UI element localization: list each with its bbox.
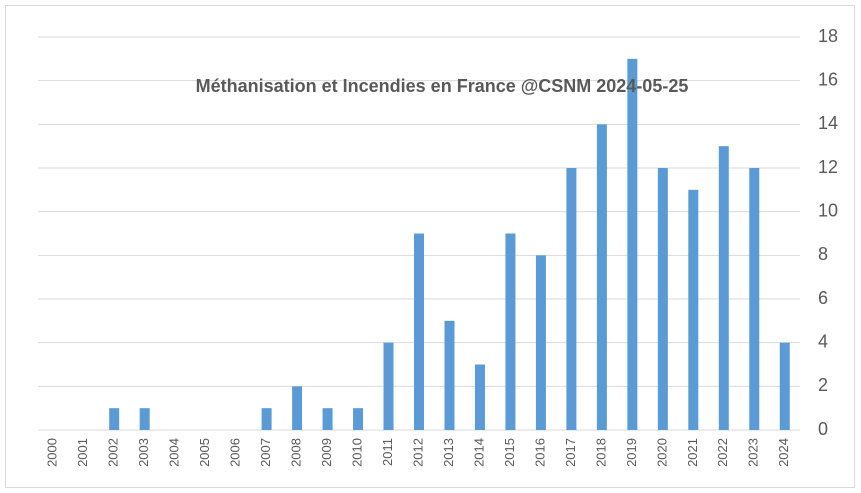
x-tick-label: 2014	[471, 438, 486, 467]
y-tick-label: 4	[818, 331, 828, 351]
bar	[688, 189, 699, 430]
x-tick-label: 2011	[380, 438, 395, 466]
x-tick-label: 2022	[715, 438, 730, 467]
x-tick-label: 2017	[563, 438, 578, 467]
x-tick-label: 2008	[289, 438, 304, 467]
x-tick-label: 2013	[441, 438, 456, 467]
x-tick-label: 2023	[746, 438, 761, 467]
bar	[353, 408, 364, 430]
chart-border	[5, 5, 855, 488]
bar	[718, 146, 729, 430]
bar	[474, 364, 485, 430]
bar	[139, 408, 150, 430]
y-tick-label: 18	[818, 26, 838, 46]
x-tick-label: 2016	[532, 438, 547, 467]
bar	[596, 124, 607, 430]
x-tick-label: 2021	[685, 438, 700, 467]
x-tick-label: 2004	[167, 438, 182, 467]
y-tick-label: 0	[818, 419, 828, 439]
bar	[383, 342, 394, 430]
bar	[261, 408, 272, 430]
x-tick-label: 2002	[106, 438, 121, 467]
bar	[109, 408, 120, 430]
bar	[535, 255, 546, 430]
x-tick-label: 2015	[502, 438, 517, 467]
y-tick-label: 8	[818, 244, 828, 264]
x-tick-label: 2003	[136, 438, 151, 467]
x-tick-label: 2012	[410, 438, 425, 467]
bar	[322, 408, 333, 430]
bar	[414, 233, 424, 430]
x-tick-label: 2006	[228, 438, 243, 467]
bar	[657, 168, 668, 430]
bar	[779, 342, 790, 430]
x-tick-label: 2010	[349, 438, 364, 467]
x-tick-label: 2020	[654, 438, 669, 467]
x-tick-label: 2005	[197, 438, 212, 467]
bar	[627, 58, 638, 430]
bar	[444, 320, 455, 430]
bar	[505, 233, 516, 430]
bar	[292, 386, 303, 430]
x-tick-label: 2000	[45, 438, 60, 467]
bar	[749, 168, 760, 430]
x-tick-label: 2018	[593, 438, 608, 467]
bar	[566, 168, 577, 430]
y-tick-label: 12	[818, 157, 838, 177]
y-tick-label: 2	[818, 375, 828, 395]
y-tick-label: 10	[818, 200, 838, 220]
y-tick-label: 14	[818, 113, 838, 133]
x-tick-label: 2019	[624, 438, 639, 467]
chart-title: Méthanisation et Incendies en France @CS…	[196, 76, 689, 96]
x-tick-label: 2009	[319, 438, 334, 467]
x-tick-label: 2007	[258, 438, 273, 467]
y-tick-label: 16	[818, 69, 838, 89]
x-tick-label: 2024	[776, 438, 791, 467]
y-tick-label: 6	[818, 288, 828, 308]
x-tick-label: 2001	[75, 438, 90, 467]
